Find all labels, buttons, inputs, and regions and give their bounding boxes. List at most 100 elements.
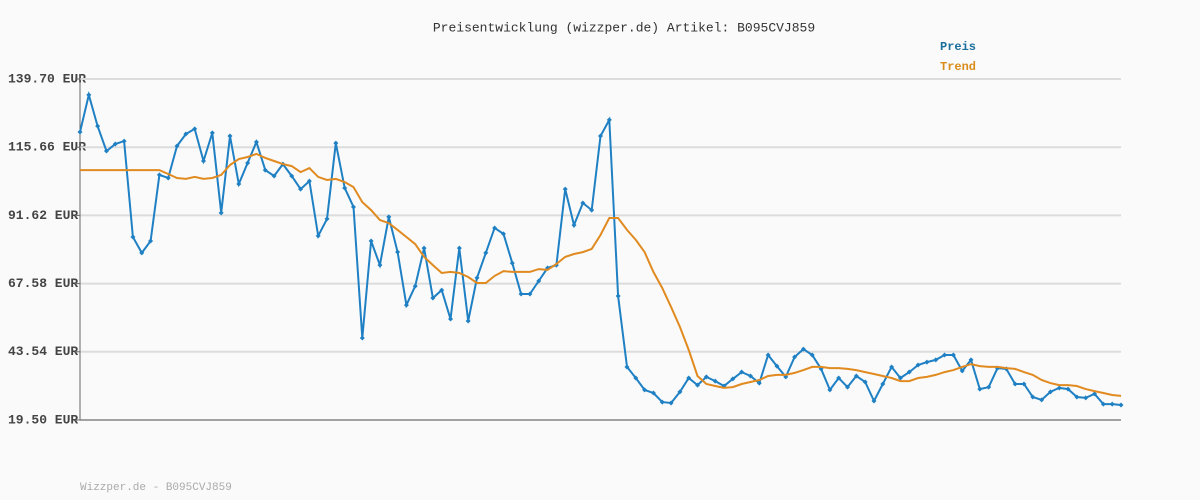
point-marker bbox=[324, 216, 330, 222]
point-marker bbox=[598, 133, 603, 139]
y-tick-label: 91.62 EUR bbox=[8, 208, 78, 223]
point-marker bbox=[968, 357, 974, 363]
point-marker bbox=[977, 386, 983, 392]
point-marker bbox=[412, 283, 418, 289]
point-marker bbox=[1047, 389, 1053, 395]
point-marker bbox=[800, 346, 806, 352]
point-marker bbox=[448, 316, 454, 322]
point-marker bbox=[1118, 402, 1124, 408]
point-marker bbox=[739, 369, 745, 375]
point-marker bbox=[1012, 381, 1018, 387]
point-marker bbox=[500, 231, 506, 237]
point-marker bbox=[774, 363, 780, 369]
series-line bbox=[80, 152, 1122, 397]
legend-label: Trend bbox=[940, 60, 976, 74]
y-tick-label: 67.58 EUR bbox=[8, 276, 78, 291]
point-marker bbox=[148, 238, 154, 244]
point-marker bbox=[606, 117, 612, 123]
point-marker bbox=[1039, 397, 1045, 403]
chart-title: Preisentwicklung (wizzper.de) Artikel: B… bbox=[433, 20, 815, 35]
point-marker bbox=[809, 352, 815, 358]
point-marker bbox=[95, 123, 101, 129]
point-marker bbox=[227, 133, 233, 139]
point-marker bbox=[1083, 395, 1089, 401]
point-marker bbox=[1074, 394, 1080, 400]
point-marker bbox=[121, 138, 127, 144]
point-marker bbox=[518, 291, 524, 297]
point-marker bbox=[1021, 381, 1027, 387]
point-marker bbox=[633, 375, 639, 381]
point-marker bbox=[218, 210, 224, 216]
point-marker bbox=[624, 364, 630, 370]
point-marker bbox=[792, 354, 798, 360]
point-marker bbox=[853, 373, 859, 379]
point-marker bbox=[262, 167, 268, 173]
point-marker bbox=[359, 335, 365, 341]
point-marker bbox=[245, 160, 251, 166]
y-tick-label: 19.50 EUR bbox=[8, 412, 78, 427]
point-marker bbox=[536, 278, 542, 284]
point-marker bbox=[1030, 394, 1036, 400]
point-marker bbox=[562, 186, 568, 192]
point-marker bbox=[580, 200, 586, 206]
point-marker bbox=[430, 295, 436, 301]
point-marker bbox=[183, 131, 189, 137]
point-marker bbox=[395, 249, 401, 255]
point-marker bbox=[889, 364, 895, 370]
point-marker bbox=[333, 140, 339, 146]
point-marker bbox=[474, 275, 480, 281]
point-marker bbox=[377, 262, 383, 268]
point-marker bbox=[527, 291, 533, 297]
point-marker bbox=[386, 214, 392, 220]
point-marker bbox=[483, 250, 489, 256]
point-marker bbox=[1109, 401, 1115, 407]
y-tick-label: 139.70 EUR bbox=[8, 71, 86, 86]
point-marker bbox=[209, 130, 215, 136]
point-marker bbox=[103, 148, 109, 154]
point-marker bbox=[615, 293, 621, 299]
point-marker bbox=[192, 126, 198, 132]
point-marker bbox=[298, 186, 304, 192]
point-marker bbox=[86, 92, 92, 98]
point-marker bbox=[1065, 386, 1071, 392]
point-marker bbox=[933, 357, 939, 363]
point-marker bbox=[368, 238, 374, 244]
point-marker bbox=[845, 384, 851, 390]
point-marker bbox=[571, 222, 577, 228]
point-marker bbox=[677, 389, 683, 395]
legend-label: Preis bbox=[940, 40, 976, 54]
point-marker bbox=[871, 398, 877, 404]
point-marker bbox=[139, 250, 145, 256]
point-marker bbox=[350, 204, 356, 210]
point-marker bbox=[668, 400, 674, 406]
point-marker bbox=[509, 260, 515, 266]
point-marker bbox=[765, 352, 771, 358]
point-marker bbox=[271, 173, 277, 179]
point-marker bbox=[642, 387, 648, 393]
point-marker bbox=[403, 302, 409, 308]
point-marker bbox=[306, 178, 312, 184]
point-marker bbox=[897, 375, 903, 381]
point-marker bbox=[827, 387, 833, 393]
point-marker bbox=[756, 380, 762, 386]
point-marker bbox=[236, 181, 242, 187]
point-marker bbox=[112, 141, 118, 147]
point-marker bbox=[439, 287, 445, 293]
point-marker bbox=[589, 207, 595, 213]
point-marker bbox=[315, 233, 321, 239]
point-marker bbox=[862, 379, 868, 385]
point-marker bbox=[703, 374, 709, 380]
point-marker bbox=[421, 245, 427, 251]
point-marker bbox=[77, 129, 83, 135]
point-marker bbox=[342, 185, 348, 191]
point-marker bbox=[659, 399, 665, 405]
point-marker bbox=[880, 381, 886, 387]
y-tick-label: 115.66 EUR bbox=[8, 140, 86, 155]
point-marker bbox=[836, 375, 842, 381]
point-marker bbox=[130, 234, 136, 240]
point-marker bbox=[924, 359, 930, 365]
point-marker bbox=[165, 175, 171, 181]
point-marker bbox=[1092, 391, 1098, 397]
